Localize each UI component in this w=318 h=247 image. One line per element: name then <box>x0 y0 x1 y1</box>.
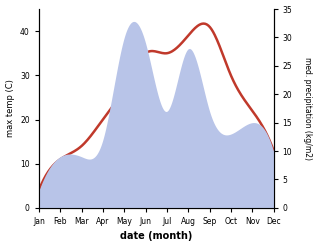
X-axis label: date (month): date (month) <box>120 231 192 242</box>
Y-axis label: max temp (C): max temp (C) <box>5 80 15 137</box>
Y-axis label: med. precipitation (kg/m2): med. precipitation (kg/m2) <box>303 57 313 160</box>
